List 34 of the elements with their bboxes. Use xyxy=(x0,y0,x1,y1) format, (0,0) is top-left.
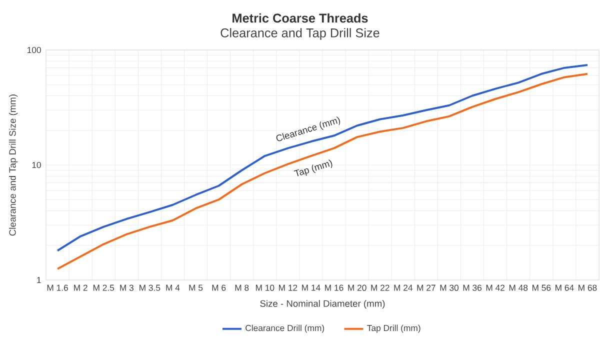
chart-subtitle: Clearance and Tap Drill Size xyxy=(220,28,380,40)
x-tick-label: M 24 xyxy=(394,284,413,291)
x-tick-label: M 8 xyxy=(235,284,249,291)
x-tick-label: M 2.5 xyxy=(93,284,114,291)
x-tick-label: M 20 xyxy=(348,284,366,291)
x-tick-label: M 1.6 xyxy=(47,284,68,291)
x-tick-label: M 2 xyxy=(74,284,88,291)
x-tick-label: M 3.5 xyxy=(140,284,160,291)
y-tick-label: 100 xyxy=(28,46,41,54)
x-tick-label: M 64 xyxy=(556,284,574,291)
x-tick-label: M 3 xyxy=(120,284,134,291)
x-axis-title: Size - Nominal Diameter (mm) xyxy=(260,300,385,309)
x-tick-label: M 27 xyxy=(417,284,436,291)
x-tick-label: M 6 xyxy=(212,284,226,291)
x-tick-label: M 48 xyxy=(509,284,528,291)
chart-title: Metric Coarse Threads xyxy=(232,13,368,23)
x-tick-label: M 68 xyxy=(578,284,597,291)
x-tick-label: M 16 xyxy=(325,284,344,291)
x-tick-label: M 36 xyxy=(463,284,482,291)
x-tick-label: M 22 xyxy=(371,284,390,291)
legend-label: Clearance Drill (mm) xyxy=(246,324,324,333)
y-axis-title: Clearance and Tap Drill Size (mm) xyxy=(8,94,18,236)
annotation: Tap (mm) xyxy=(294,160,332,176)
x-tick-label: M 42 xyxy=(486,284,504,291)
y-tick-label: 1 xyxy=(37,277,41,283)
legend-label: Tap Drill (mm) xyxy=(367,324,420,333)
y-tick-label: 10 xyxy=(32,162,41,168)
x-tick-label: M 12 xyxy=(279,284,298,291)
x-tick-label: M 10 xyxy=(256,284,274,291)
x-tick-label: M 30 xyxy=(440,284,459,291)
x-tick-label: M 14 xyxy=(302,284,320,291)
x-tick-label: M 4 xyxy=(166,284,180,291)
x-tick-label: M 56 xyxy=(532,284,551,291)
x-tick-label: M 5 xyxy=(189,284,203,291)
